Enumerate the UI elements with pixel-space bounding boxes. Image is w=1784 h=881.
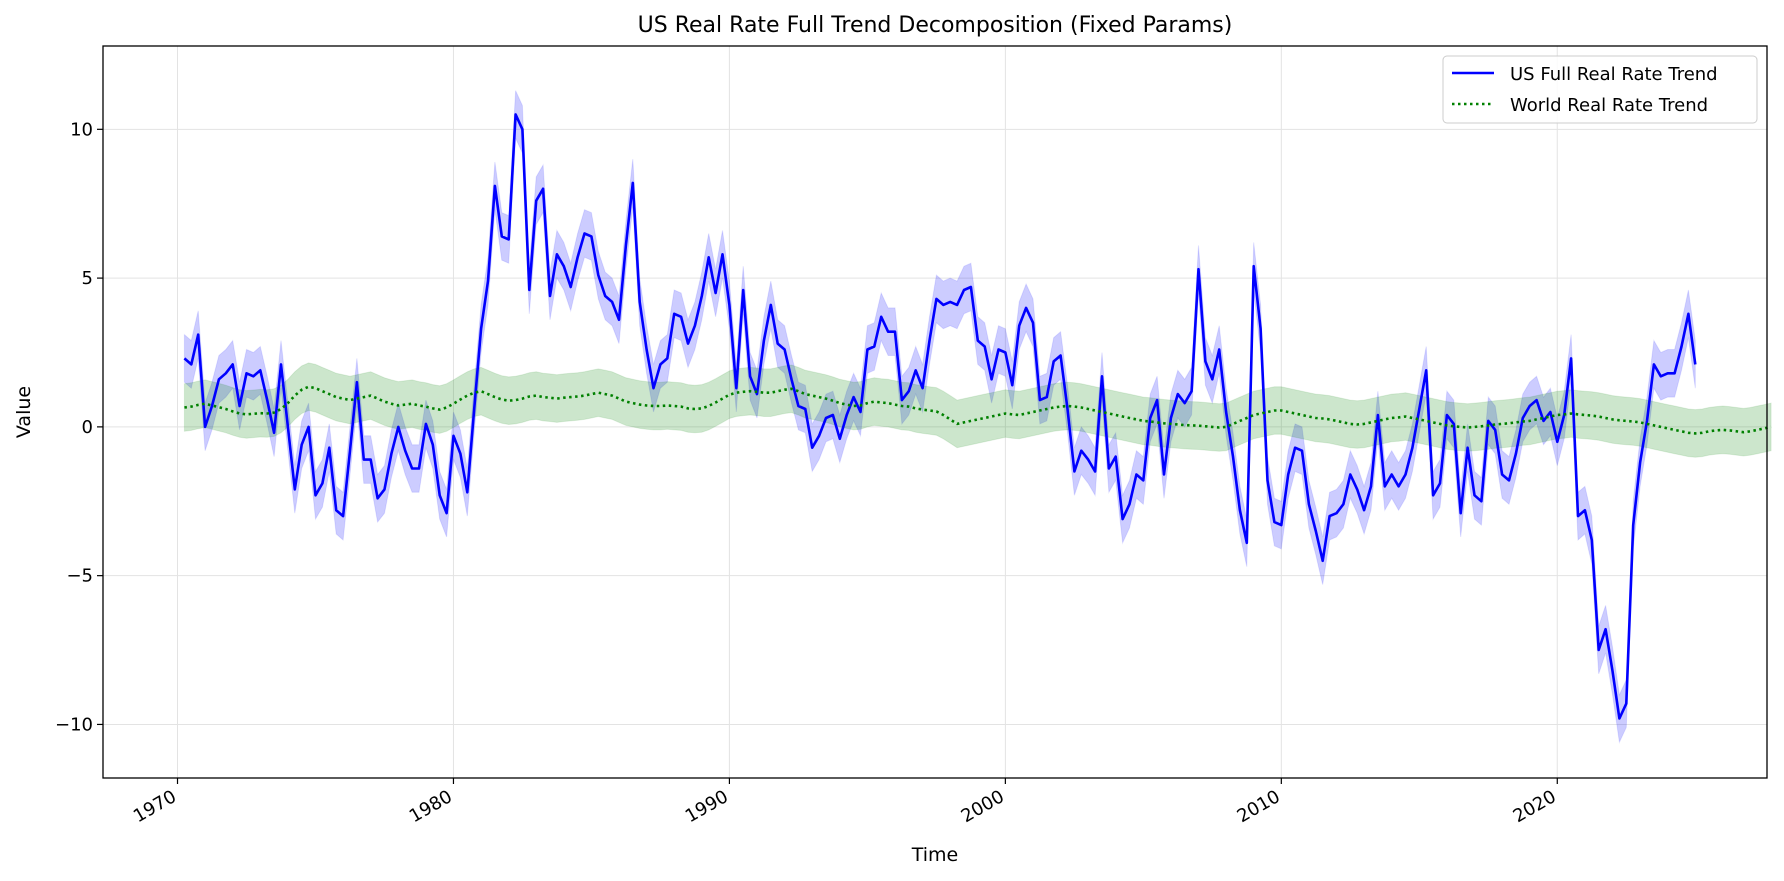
x-axis-label: Time [911,844,959,866]
world-trend-confidence-band [183,362,1772,458]
y-tick-label: 10 [70,119,93,140]
legend-label-us-full-real-rate-trend: US Full Real Rate Trend [1510,64,1718,85]
y-axis-label: Value [13,386,35,438]
y-tick-label: −10 [55,714,93,735]
legend-box [1442,55,1758,124]
legend: US Full Real Rate Trend World Real Rate … [1442,55,1758,124]
us-trend-confidence-band [183,90,1696,745]
us-full-real-rate-trend-line [183,113,1697,720]
y-axis: −10 −5 0 5 10 [55,119,103,735]
y-tick-label: 5 [82,268,93,289]
legend-label-world-real-rate-trend: World Real Rate Trend [1510,95,1708,116]
chart-title: US Real Rate Full Trend Decomposition (F… [638,13,1233,38]
plot-frame [102,45,1768,779]
y-tick-label: −5 [66,566,93,587]
plot-area-background [103,46,1767,778]
y-tick-label: 0 [82,417,93,438]
plot-marks [183,90,1772,745]
grid [103,46,1767,778]
world-real-rate-trend-line [184,385,1772,435]
